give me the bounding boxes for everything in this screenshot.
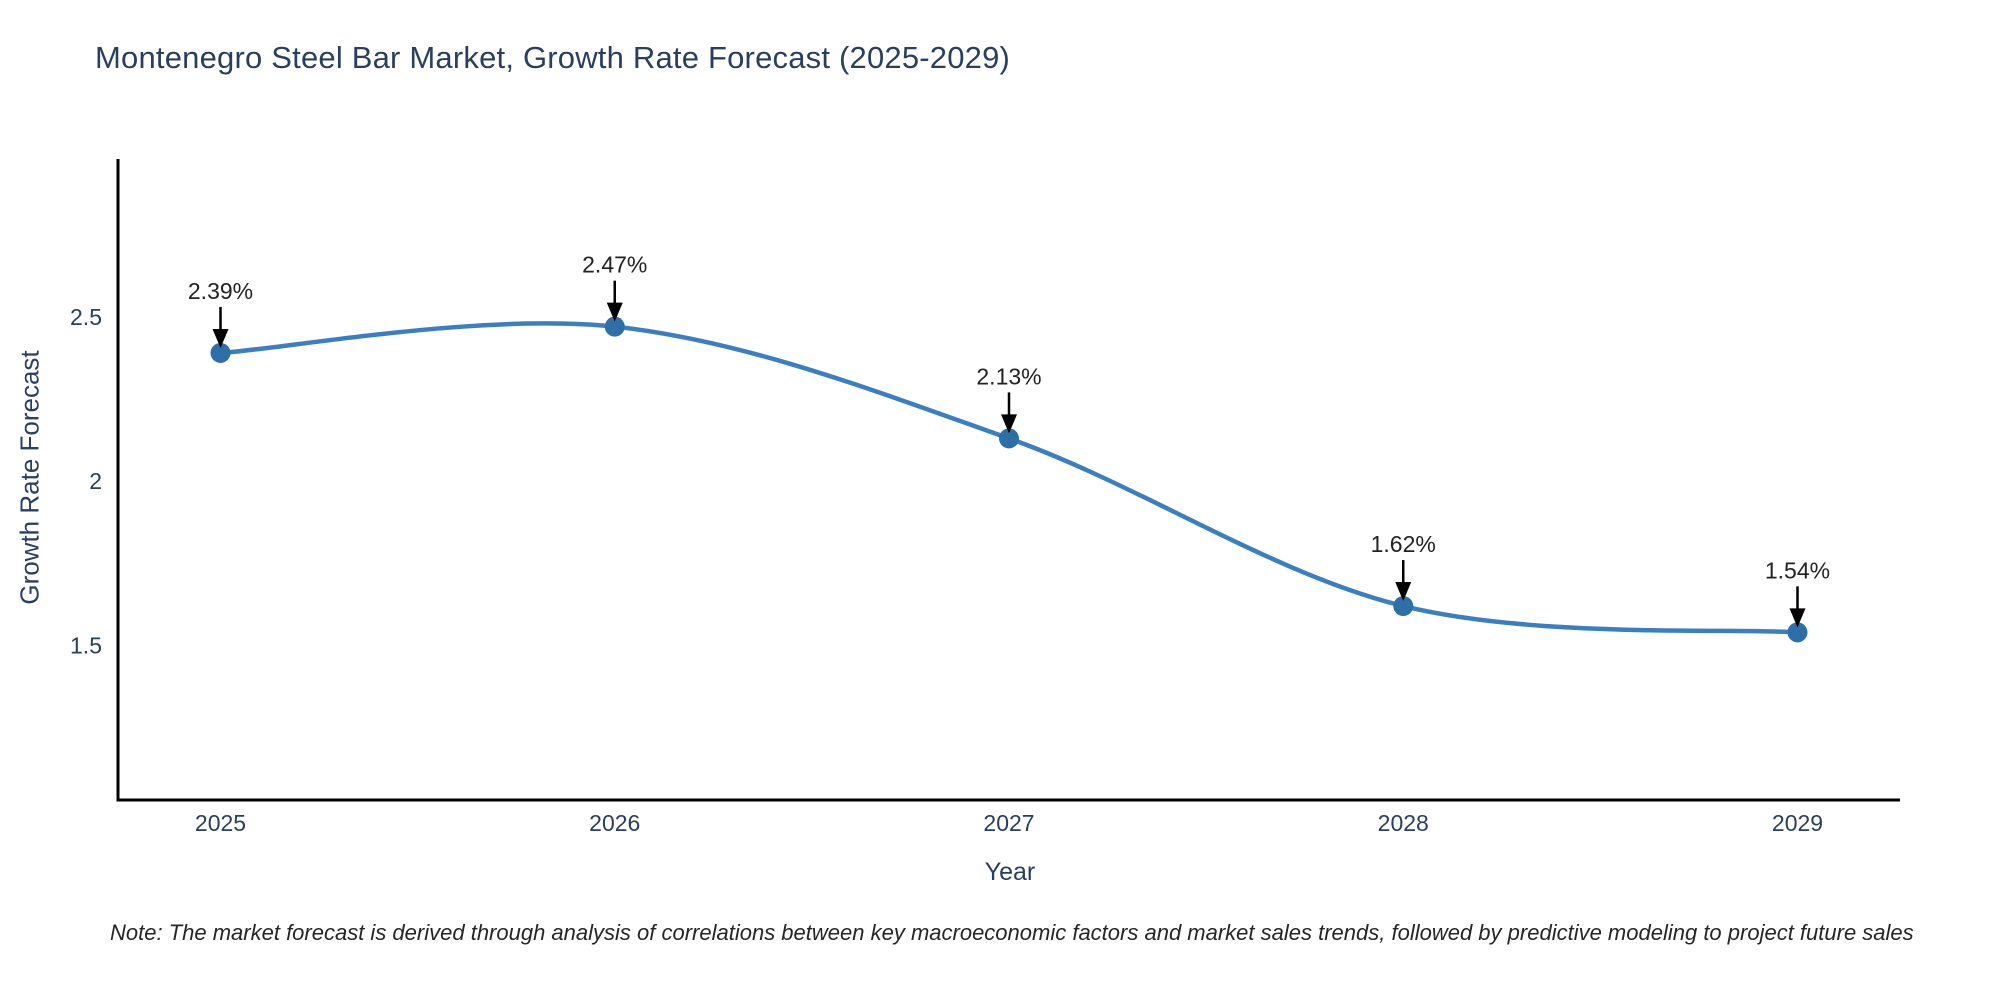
annotation-arrowhead-icon	[606, 302, 623, 322]
y-tick-label: 2	[89, 468, 102, 494]
annotation-arrowhead-icon	[1001, 414, 1017, 434]
data-point-marker[interactable]	[999, 428, 1019, 449]
x-tick-label: 2027	[983, 810, 1034, 836]
annotation-arrowhead-icon	[1395, 582, 1412, 602]
footnote: Note: The market forecast is derived thr…	[110, 920, 1914, 945]
annotation-arrowhead-icon	[1789, 608, 1806, 628]
annotation-label: 1.54%	[1765, 557, 1830, 583]
data-point-marker[interactable]	[210, 342, 231, 363]
annotation-label: 2.47%	[582, 252, 647, 278]
y-axis-title: Growth Rate Forecast	[14, 350, 45, 605]
annotation-label: 1.62%	[1371, 531, 1436, 557]
x-tick-label: 2029	[1772, 810, 1823, 836]
axis-spines	[116, 159, 1900, 802]
annotation-label: 2.39%	[188, 278, 253, 304]
x-tick-label: 2026	[589, 810, 640, 836]
annotation-label: 2.13%	[976, 363, 1041, 389]
annotation-arrowhead-icon	[212, 328, 229, 348]
x-tick-label: 2025	[195, 810, 246, 836]
x-axis-title: Year	[984, 858, 1036, 886]
data-point-marker[interactable]	[604, 316, 625, 337]
data-point-marker[interactable]	[1787, 622, 1808, 643]
y-tick-label: 2.5	[70, 304, 102, 330]
chart-title: Montenegro Steel Bar Market, Growth Rate…	[95, 40, 1011, 75]
data-point-marker[interactable]	[1393, 596, 1414, 617]
y-tick-label: 1.5	[70, 633, 102, 659]
x-tick-label: 2028	[1378, 810, 1429, 836]
